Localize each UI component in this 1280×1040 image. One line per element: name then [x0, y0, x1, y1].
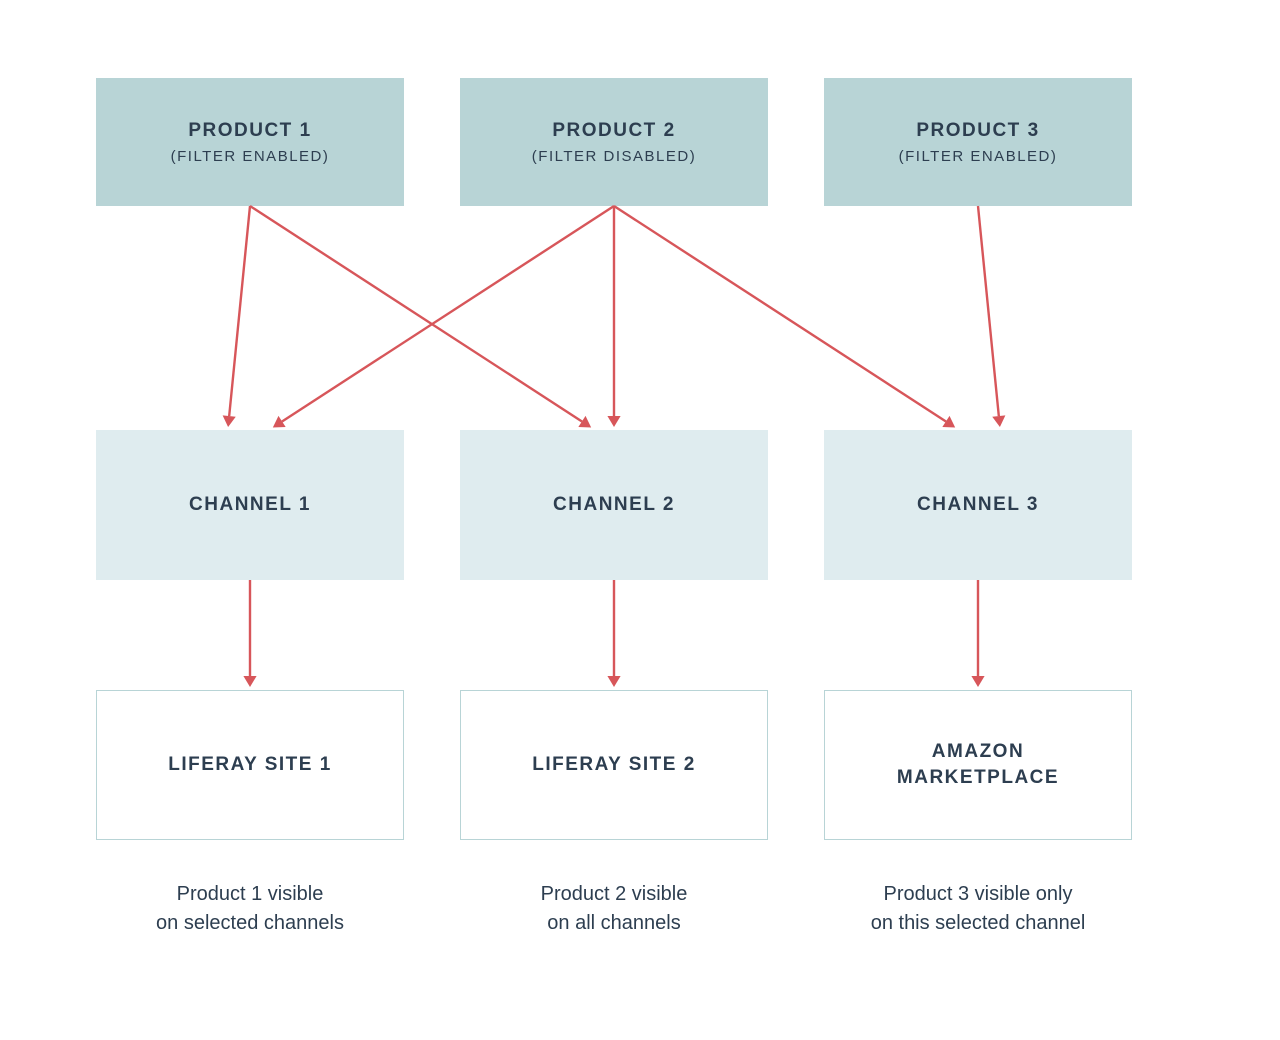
product-title: PRODUCT 3 — [916, 120, 1039, 142]
caption-line: Product 1 visible — [96, 880, 404, 909]
product-box-3: PRODUCT 3 (FILTER ENABLED) — [824, 78, 1132, 206]
caption-line: on selected channels — [96, 909, 404, 938]
product-subtitle: (FILTER ENABLED) — [171, 148, 330, 165]
product-subtitle: (FILTER DISABLED) — [532, 148, 696, 165]
site-box-1: LIFERAY SITE 1 — [96, 690, 404, 840]
caption-line: on this selected channel — [824, 909, 1132, 938]
channel-box-2: CHANNEL 2 — [460, 430, 768, 580]
caption-line: Product 2 visible — [460, 880, 768, 909]
channel-title: CHANNEL 2 — [553, 494, 675, 516]
channel-title: CHANNEL 3 — [917, 494, 1039, 516]
channel-box-1: CHANNEL 1 — [96, 430, 404, 580]
caption-1: Product 1 visible on selected channels — [96, 880, 404, 938]
caption-line: on all channels — [460, 909, 768, 938]
channel-box-3: CHANNEL 3 — [824, 430, 1132, 580]
caption-2: Product 2 visible on all channels — [460, 880, 768, 938]
caption-3: Product 3 visible only on this selected … — [824, 880, 1132, 938]
site-title-line1: AMAZON — [932, 741, 1024, 763]
caption-line: Product 3 visible only — [824, 880, 1132, 909]
diagram-canvas: PRODUCT 1 (FILTER ENABLED) PRODUCT 2 (FI… — [0, 0, 1280, 1040]
product-box-2: PRODUCT 2 (FILTER DISABLED) — [460, 78, 768, 206]
site-title: LIFERAY SITE 1 — [168, 754, 332, 776]
site-box-2: LIFERAY SITE 2 — [460, 690, 768, 840]
product-box-1: PRODUCT 1 (FILTER ENABLED) — [96, 78, 404, 206]
site-title: LIFERAY SITE 2 — [532, 754, 696, 776]
site-box-3: AMAZON MARKETPLACE — [824, 690, 1132, 840]
product-title: PRODUCT 2 — [552, 120, 675, 142]
product-title: PRODUCT 1 — [188, 120, 311, 142]
product-subtitle: (FILTER ENABLED) — [899, 148, 1058, 165]
channel-title: CHANNEL 1 — [189, 494, 311, 516]
site-title-line2: MARKETPLACE — [897, 767, 1059, 789]
